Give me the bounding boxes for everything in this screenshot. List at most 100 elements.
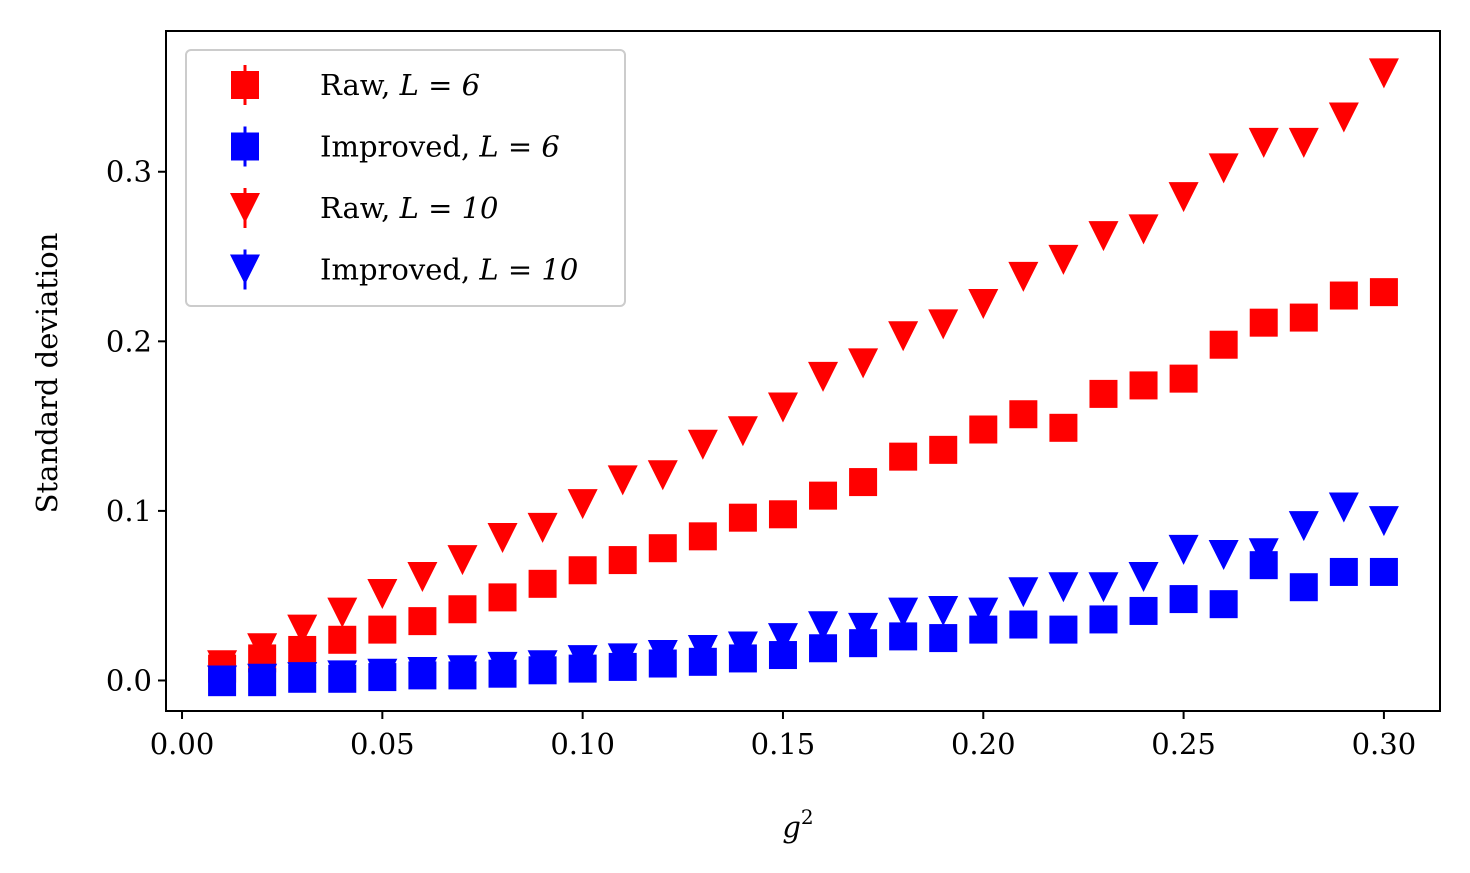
data-point xyxy=(447,545,478,576)
data-point xyxy=(929,624,958,653)
data-point xyxy=(607,643,638,674)
x-axis-label-base: g xyxy=(782,810,801,844)
data-point xyxy=(1089,379,1118,408)
data-point xyxy=(1209,590,1238,619)
data-point xyxy=(367,658,398,689)
data-point xyxy=(607,465,638,496)
data-point xyxy=(407,562,438,593)
data-point xyxy=(1369,557,1398,586)
data-point xyxy=(287,614,318,645)
data-point xyxy=(1049,615,1078,644)
x-tick-label: 0.15 xyxy=(751,727,816,761)
data-point xyxy=(247,633,278,664)
x-tick-label: 0.00 xyxy=(150,727,215,761)
x-tick-label: 0.05 xyxy=(350,727,415,761)
data-point xyxy=(647,460,678,491)
data-point xyxy=(487,651,518,682)
data-point xyxy=(687,634,718,665)
data-point xyxy=(1008,261,1039,292)
x-tick-label: 0.30 xyxy=(1352,727,1417,761)
data-point xyxy=(1048,244,1079,275)
data-point xyxy=(1328,492,1359,523)
data-point xyxy=(247,663,278,694)
data-point xyxy=(1248,538,1279,569)
data-point xyxy=(688,522,717,551)
data-point xyxy=(287,662,318,693)
data-point xyxy=(848,612,879,643)
data-point xyxy=(1049,413,1078,442)
data-point xyxy=(727,416,758,447)
data-point xyxy=(1128,562,1159,593)
data-point xyxy=(447,655,478,686)
data-point xyxy=(207,665,238,696)
data-point xyxy=(1089,605,1118,634)
series-2 xyxy=(207,58,1399,681)
legend-label-math: L = 10 xyxy=(478,253,578,287)
data-point xyxy=(568,556,597,585)
data-point xyxy=(1328,102,1359,133)
y-axis: 0.0 0.1 0.2 0.3 xyxy=(106,155,166,697)
data-point xyxy=(1008,577,1039,608)
data-point xyxy=(1168,534,1199,565)
data-point xyxy=(527,650,558,681)
data-point xyxy=(1009,610,1038,639)
data-point xyxy=(487,523,518,554)
legend-marker xyxy=(230,193,260,223)
data-point xyxy=(1129,371,1158,400)
data-point xyxy=(1009,400,1038,429)
data-point xyxy=(488,583,517,612)
data-point xyxy=(567,645,598,676)
data-point xyxy=(968,597,999,628)
data-point xyxy=(929,435,958,464)
data-point xyxy=(728,503,757,532)
x-axis: 0.00 0.05 0.10 0.15 0.20 0.25 0.30 xyxy=(150,711,1416,761)
legend-label: Raw, L = 10 xyxy=(320,191,499,225)
data-point xyxy=(608,546,637,575)
series-3 xyxy=(207,492,1399,696)
data-point xyxy=(1208,153,1239,184)
data-point xyxy=(367,578,398,609)
data-point xyxy=(1289,573,1318,602)
data-point xyxy=(1329,557,1358,586)
x-tick-label: 0.25 xyxy=(1151,727,1216,761)
data-point xyxy=(1088,221,1119,252)
legend-marker xyxy=(230,254,260,285)
data-point xyxy=(687,429,718,460)
data-marks xyxy=(207,58,1399,697)
y-tick-label: 0.1 xyxy=(106,494,152,528)
legend-label-prefix: Improved, xyxy=(320,253,479,287)
data-point xyxy=(767,392,798,423)
data-point xyxy=(1288,511,1319,542)
data-point xyxy=(1128,214,1159,245)
data-point xyxy=(1169,364,1198,393)
data-point xyxy=(889,442,918,471)
data-point xyxy=(1169,585,1198,614)
data-point xyxy=(648,534,677,563)
data-point xyxy=(767,623,798,654)
data-point xyxy=(407,656,438,687)
data-point xyxy=(527,512,558,543)
data-point xyxy=(328,625,357,654)
data-point xyxy=(207,650,238,681)
data-point xyxy=(928,595,959,626)
data-point xyxy=(1368,58,1399,89)
data-point xyxy=(1209,330,1238,359)
x-axis-label-superscript: 2 xyxy=(801,805,814,829)
data-point xyxy=(1248,127,1279,158)
legend-box xyxy=(185,49,626,307)
legend-item: Improved, L = 10 xyxy=(230,249,578,290)
data-point xyxy=(1288,127,1319,158)
data-point xyxy=(768,500,797,529)
legend-marker xyxy=(231,71,259,99)
legend-item: Raw, L = 6 xyxy=(231,65,480,105)
data-point xyxy=(888,597,919,628)
legend-label-prefix: Raw, xyxy=(320,191,400,225)
legend-item: Raw, L = 10 xyxy=(230,188,499,228)
data-point xyxy=(968,289,999,320)
data-point xyxy=(327,597,358,628)
y-tick-label: 0.3 xyxy=(106,155,152,189)
legend-label-math: L = 6 xyxy=(399,68,480,102)
data-point xyxy=(368,615,397,644)
